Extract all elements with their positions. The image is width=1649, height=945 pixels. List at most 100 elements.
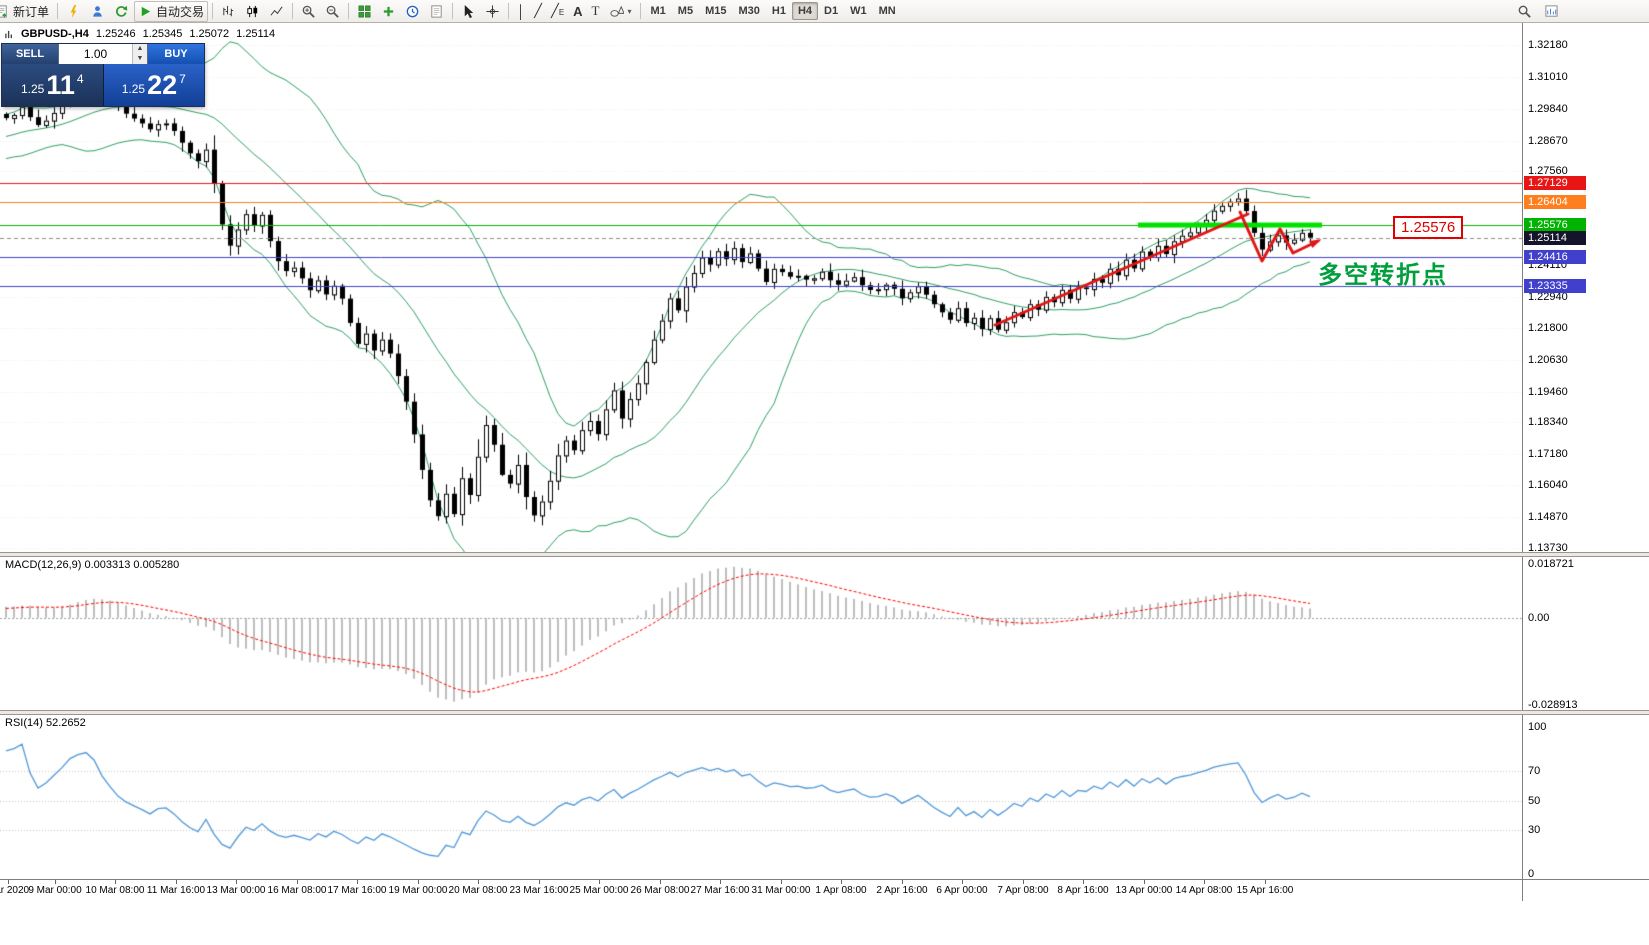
zoom-in-button[interactable] [297,1,320,22]
channel-icon: ╱E [550,3,565,18]
price-axis[interactable]: 1.32180 1.31010 1.29840 1.28670 1.27560 1.241… [1522,23,1649,880]
price-axis-tag: 1.25576 [1524,218,1586,233]
timeframe-button-h1[interactable]: H1 [771,5,786,17]
buy-price[interactable]: 1.25 22 7 [102,64,204,106]
crosshair-button[interactable] [481,1,504,22]
time-axis-label: 7 Apr 08:00 [997,885,1049,896]
time-tick [841,880,842,884]
search-button[interactable] [1513,1,1536,22]
timeframe-button-w1[interactable]: W1 [850,5,867,17]
line-chart-button[interactable] [265,1,288,22]
timeframe-button-m15[interactable]: M15 [705,5,727,17]
separator [348,3,350,19]
pane-splitter[interactable] [0,710,1649,715]
time-tick [418,880,419,884]
template-icon [431,4,442,18]
channel-button[interactable]: ╱E [547,1,568,22]
time-axis-label: 15 Apr 16:00 [1236,885,1294,896]
sell-price[interactable]: 1.25 11 4 [2,64,103,106]
candlestick-chart-button[interactable] [241,1,264,22]
vertical-line-button[interactable]: │ [513,1,529,22]
timeframe-button-m30[interactable]: M30 [738,5,760,17]
time-axis-label: 13 Mar 00:00 [206,885,266,896]
timeframe-button-m5[interactable]: M5 [677,5,694,17]
time-axis-label: 14 Apr 08:00 [1175,885,1233,896]
text-icon: A [573,3,583,19]
lightning-icon [70,4,77,18]
price-axis-tag: 1.26404 [1524,195,1586,210]
time-axis-label: 1 Apr 08:00 [815,885,867,896]
time-axis-label: 17 Mar 16:00 [327,885,387,896]
time-tick [720,880,721,884]
price-axis-tag: 1.25114 [1524,230,1586,245]
vertical-line-icon: │ [517,3,526,19]
timeframe-button-m1[interactable]: M1 [650,5,666,17]
shapes-icon [609,5,624,17]
bar-chart-icon [223,5,234,16]
tile-windows-icon [358,5,371,17]
label-button[interactable]: T [588,1,604,22]
pane-splitter[interactable] [0,552,1649,557]
main-chart[interactable] [0,23,1522,553]
axis-label: 1.13730 [1528,542,1568,554]
toolbar: 新订单 自动交易 [0,0,1649,23]
macd-pane[interactable] [0,556,1522,711]
time-axis-label: 16 Mar 08:00 [267,885,327,896]
rsi-label: RSI(14) 52.2652 [5,717,86,729]
axis-label: 0.00 [1528,611,1550,624]
timeframe-button-mn[interactable]: MN [878,5,896,17]
buy-price-big: 22 [147,70,178,100]
timeframe-button-h4[interactable]: H4 [791,2,819,20]
market-watch-button[interactable] [86,1,109,22]
time-tick [176,880,177,884]
axis-label: 1.20630 [1528,353,1568,366]
symbol-header: GBPUSD-,H4 1.25246 1.25345 1.25072 1.251… [5,28,275,40]
add-indicator-button[interactable] [377,1,400,22]
time-axis-label: 11 Mar 16:00 [146,885,206,896]
symbol-chart-icon [5,30,12,38]
periods-button[interactable] [401,1,424,22]
time-tick [1083,880,1084,884]
price-axis-tag: 1.24416 [1524,249,1586,264]
add-indicator-icon [383,6,394,16]
trendline-button[interactable]: ╱ [530,1,546,22]
label-icon: T [591,3,600,18]
refresh-button[interactable] [110,1,133,22]
price-level-callout[interactable]: 1.25576 [1393,216,1464,239]
volume-input[interactable] [59,44,132,64]
quick-trade-button[interactable] [62,1,85,22]
autotrading-button[interactable]: 自动交易 [134,0,209,22]
axis-label: 1.18340 [1528,416,1568,429]
tile-windows-button[interactable] [353,1,376,22]
text-button[interactable]: A [569,1,586,22]
axis-label: 1.14870 [1528,510,1568,523]
shapes-button[interactable]: ▾ [605,1,636,22]
time-tick [1265,880,1266,884]
volume-up-button[interactable]: ▲ [133,44,147,54]
chevron-down-icon: ▾ [627,6,632,16]
turning-point-annotation[interactable]: 多空转折点 [1318,262,1448,289]
new-chart-button[interactable] [1540,1,1563,22]
rsi-pane[interactable] [0,714,1522,879]
clock-icon [406,5,419,17]
sell-button[interactable]: SELL [2,44,58,64]
bar-chart-button[interactable] [217,1,240,22]
volume-down-button[interactable]: ▼ [133,54,147,64]
time-tick [660,880,661,884]
templates-button[interactable] [425,1,448,22]
new-chart-icon [1545,4,1558,17]
time-axis-label: Mar 2020 [0,885,30,896]
axis-label: 1.28670 [1528,134,1568,147]
time-tick [962,880,963,884]
cursor-button[interactable] [457,1,480,22]
zoom-out-button[interactable] [321,1,344,22]
time-axis-label: 8 Apr 16:00 [1057,885,1109,896]
new-order-button[interactable]: 新订单 [0,1,53,22]
timeframe-button-d1[interactable]: D1 [824,5,839,17]
ohlc-close: 1.25114 [236,28,276,40]
buy-button[interactable]: BUY [148,44,204,64]
axis-label: 0 [1528,868,1535,880]
time-tick [599,880,600,884]
macd-label: MACD(12,26,9) 0.003313 0.005280 [5,559,180,571]
